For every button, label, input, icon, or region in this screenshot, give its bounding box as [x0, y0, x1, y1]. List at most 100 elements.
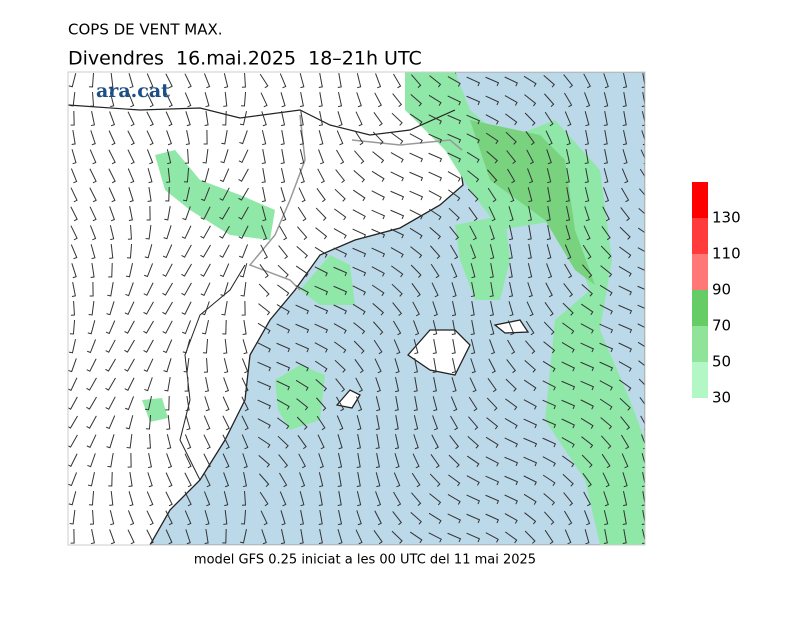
wind-barb — [109, 92, 115, 108]
wind-barb — [184, 510, 192, 526]
wind-barb — [524, 512, 537, 525]
wind-barb — [162, 263, 173, 277]
wind-barb — [564, 92, 573, 108]
wind-barb — [564, 263, 573, 279]
wind-barb — [335, 378, 346, 393]
wind-barb — [162, 301, 173, 315]
wind-barb — [276, 399, 290, 410]
wind-barb — [504, 456, 519, 467]
wind-barb — [162, 244, 173, 259]
wind-barb — [544, 93, 555, 107]
wind-barb — [105, 339, 116, 353]
wind-barb — [181, 282, 192, 296]
wind-barb — [508, 282, 514, 298]
wind-barb — [276, 323, 290, 334]
legend: 30 50 70 90 110 130 — [692, 182, 741, 407]
wind-barb — [223, 358, 229, 374]
wind-barb — [223, 509, 228, 525]
border — [68, 104, 456, 136]
wind-barb — [603, 73, 609, 89]
wind-barb — [277, 417, 290, 430]
wind-barb — [318, 453, 324, 469]
wind-barb — [127, 168, 135, 184]
wind-barb — [352, 209, 366, 220]
wind-barb — [584, 510, 591, 526]
wind-barb — [299, 149, 305, 165]
wind-barb — [276, 342, 291, 353]
wind-barb — [584, 529, 590, 545]
wind-barb — [182, 206, 191, 221]
wind-barb — [523, 456, 538, 467]
wind-barb — [299, 168, 305, 184]
wind-barb — [447, 76, 461, 87]
wind-barb — [583, 225, 591, 241]
wind-barb — [413, 320, 420, 336]
wind-barb — [413, 434, 419, 450]
legend-swatch — [692, 218, 708, 254]
wind-barb — [200, 206, 211, 220]
wind-barb — [413, 415, 419, 431]
wind-barb — [525, 340, 536, 354]
wind-barb — [124, 358, 135, 372]
wind-barb — [297, 226, 308, 240]
wind-barb — [182, 320, 192, 335]
wind-barb — [203, 434, 211, 450]
wind-barb — [526, 301, 534, 317]
wind-barb — [543, 321, 555, 335]
wind-barb — [241, 415, 249, 431]
wind-barb — [296, 416, 308, 430]
wind-barb — [318, 130, 324, 146]
wind-barb — [527, 225, 532, 240]
wind-barb — [637, 227, 645, 234]
wind-barb — [413, 396, 418, 412]
wind-zone-strong — [470, 120, 595, 285]
wind-barb — [316, 188, 326, 203]
wind-barb — [280, 111, 286, 127]
wind-barb — [222, 434, 230, 450]
wind-barb — [204, 529, 209, 544]
wind-barb — [356, 491, 362, 507]
wind-barb — [109, 490, 114, 506]
wind-barb — [485, 95, 500, 106]
wind-barb — [637, 266, 645, 272]
wind-barb — [621, 187, 630, 203]
wind-barb — [639, 397, 645, 406]
wind-barb — [450, 415, 459, 431]
wind-barb — [373, 112, 383, 127]
wind-barb — [124, 377, 135, 391]
wind-barb — [390, 171, 404, 182]
wind-barb — [89, 168, 97, 184]
wind-barb — [314, 285, 329, 296]
wind-barb — [125, 282, 134, 297]
wind-barb — [562, 473, 574, 487]
wind-barb — [580, 342, 595, 353]
legend-label: 90 — [712, 281, 731, 299]
wind-barb — [447, 532, 462, 543]
wind-barb — [147, 472, 153, 488]
wind-barb — [485, 475, 500, 486]
wind-barb — [279, 491, 287, 507]
wind-barb — [316, 415, 326, 431]
wind-barb — [527, 168, 534, 184]
wind-barb — [621, 168, 629, 184]
wind-barb — [638, 360, 645, 367]
wind-barb — [333, 304, 347, 315]
wind-barb — [200, 187, 211, 202]
wind-barb — [504, 513, 518, 524]
wind-barb — [430, 245, 441, 259]
wind-barb — [146, 73, 154, 89]
wind-barb — [526, 149, 534, 165]
wind-barb — [641, 434, 645, 450]
wind-barb — [240, 529, 247, 544]
wind-barb — [561, 437, 575, 448]
wind-zone — [155, 150, 275, 240]
wind-barb — [315, 379, 328, 392]
wind-barb — [409, 152, 424, 163]
wind-barb — [257, 380, 272, 391]
wind-barb — [447, 513, 461, 524]
wind-barb — [241, 434, 249, 450]
wind-barb — [165, 510, 173, 526]
wind-barb — [432, 320, 438, 336]
wind-barb — [220, 149, 229, 164]
